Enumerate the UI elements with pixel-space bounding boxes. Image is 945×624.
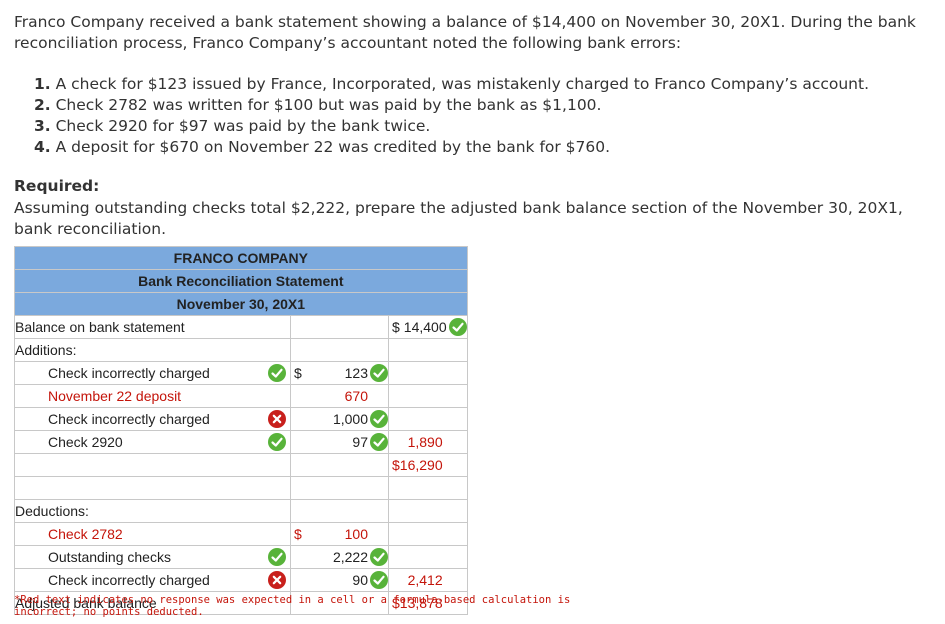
addition-label-cell[interactable]: Check incorrectly charged bbox=[14, 407, 291, 431]
deduction-amount-cell[interactable]: 90 bbox=[290, 568, 389, 592]
table-row: Check 2782 $100 bbox=[14, 522, 468, 546]
table-row: Adjusted bank balance $13,878 bbox=[14, 591, 468, 615]
deductions-total-cell[interactable]: 2,412 bbox=[388, 568, 468, 592]
deduction-amount: 90 bbox=[352, 572, 368, 588]
additions-total-cell[interactable]: 1,890 bbox=[388, 430, 468, 454]
list-item: 2. Check 2782 was written for $100 but w… bbox=[34, 95, 869, 116]
addition-amount: 670 bbox=[344, 388, 368, 404]
check-icon bbox=[448, 318, 467, 336]
additions-total: 1,890 bbox=[407, 434, 443, 450]
dollar-sign: $ bbox=[392, 457, 400, 473]
addition-amount-cell[interactable]: 97 bbox=[290, 430, 389, 454]
item-text: Check 2782 was written for $100 but was … bbox=[50, 96, 602, 114]
addition-label: Check incorrectly charged bbox=[48, 365, 210, 381]
item-text: Check 2920 for $97 was paid by the bank … bbox=[50, 117, 431, 135]
table-row: $16,290 bbox=[14, 453, 468, 477]
subtotal-cell[interactable]: $16,290 bbox=[388, 453, 468, 477]
statement-date: November 30, 20X1 bbox=[14, 292, 468, 316]
problem-intro: Franco Company received a bank statement… bbox=[14, 13, 916, 52]
check-icon bbox=[370, 410, 388, 428]
deductions-total: 2,412 bbox=[407, 572, 443, 588]
deduction-amount: 100 bbox=[344, 526, 368, 542]
statement-title: Bank Reconciliation Statement bbox=[14, 269, 468, 293]
bank-reconciliation-table: FRANCO COMPANY Bank Reconciliation State… bbox=[14, 246, 468, 615]
table-row: Additions: bbox=[14, 338, 468, 362]
balance-label: Balance on bank statement bbox=[14, 315, 291, 339]
check-icon bbox=[268, 548, 286, 566]
adjusted-balance-label: Adjusted bank balance bbox=[14, 591, 291, 615]
deduction-label: Outstanding checks bbox=[48, 549, 171, 565]
dollar-sign: $ bbox=[294, 526, 302, 542]
addition-amount-cell[interactable]: $123 bbox=[290, 361, 389, 385]
addition-amount: 97 bbox=[352, 434, 368, 450]
addition-amount-cell[interactable]: 1,000 bbox=[290, 407, 389, 431]
adjusted-balance-cell[interactable]: $13,878 bbox=[388, 591, 468, 615]
table-row: Outstanding checks 2,222 bbox=[14, 545, 468, 569]
addition-label-cell[interactable]: November 22 deposit bbox=[14, 384, 291, 408]
item-text: A check for $123 issued by France, Incor… bbox=[50, 75, 870, 93]
check-icon bbox=[268, 433, 286, 451]
balance-value: 14,400 bbox=[403, 319, 447, 335]
addition-label: November 22 deposit bbox=[48, 388, 182, 404]
check-icon bbox=[370, 571, 388, 589]
dollar-sign: $ bbox=[392, 595, 400, 611]
deduction-amount-cell[interactable]: $100 bbox=[290, 522, 389, 546]
addition-label: Check incorrectly charged bbox=[48, 411, 210, 427]
table-row bbox=[14, 476, 468, 500]
deduction-amount: 2,222 bbox=[332, 549, 368, 565]
footnote: *Red text indicates no response was expe… bbox=[14, 594, 571, 618]
table-row: Check incorrectly charged 1,000 bbox=[14, 407, 468, 431]
deduction-label: Check 2782 bbox=[48, 526, 123, 542]
deduction-amount-cell[interactable]: 2,222 bbox=[290, 545, 389, 569]
addition-label: Check 2920 bbox=[48, 434, 123, 450]
adjusted-balance-value: 13,878 bbox=[399, 595, 443, 611]
cross-icon bbox=[268, 571, 286, 589]
company-name: FRANCO COMPANY bbox=[14, 246, 468, 270]
table-row: Balance on bank statement $14,400 bbox=[14, 315, 468, 339]
cross-icon bbox=[268, 410, 286, 428]
item-number: 1. bbox=[34, 75, 51, 93]
dollar-sign: $ bbox=[294, 365, 302, 381]
table-row: Deductions: bbox=[14, 499, 468, 523]
required-text: Assuming outstanding checks total $2,222… bbox=[14, 199, 903, 238]
deductions-label: Deductions: bbox=[14, 499, 291, 523]
addition-label-cell[interactable]: Check 2920 bbox=[14, 430, 291, 454]
addition-amount: 1,000 bbox=[332, 411, 368, 427]
addition-amount: 123 bbox=[344, 365, 368, 381]
deduction-label: Check incorrectly charged bbox=[48, 572, 210, 588]
required-heading: Required: bbox=[14, 177, 100, 195]
additions-label: Additions: bbox=[14, 338, 291, 362]
balance-cell[interactable]: $14,400 bbox=[388, 315, 468, 339]
bank-errors-list: 1. A check for $123 issued by France, In… bbox=[34, 74, 869, 158]
addition-label-cell[interactable]: Check incorrectly charged bbox=[14, 361, 291, 385]
deduction-label-cell[interactable]: Check incorrectly charged bbox=[14, 568, 291, 592]
list-item: 1. A check for $123 issued by France, In… bbox=[34, 74, 869, 95]
table-row: November 22 deposit 670 bbox=[14, 384, 468, 408]
table-row: Check incorrectly charged $123 bbox=[14, 361, 468, 385]
addition-amount-cell[interactable]: 670 bbox=[290, 384, 389, 408]
item-text: A deposit for $670 on November 22 was cr… bbox=[50, 138, 611, 156]
subtotal-value: 16,290 bbox=[399, 457, 443, 473]
check-icon bbox=[268, 364, 286, 382]
check-icon bbox=[370, 548, 388, 566]
deduction-label-cell[interactable]: Check 2782 bbox=[14, 522, 291, 546]
item-number: 3. bbox=[34, 117, 51, 135]
item-number: 4. bbox=[34, 138, 51, 156]
check-icon bbox=[370, 433, 388, 451]
table-row: Check 2920 97 1,890 bbox=[14, 430, 468, 454]
dollar-sign: $ bbox=[392, 319, 400, 335]
check-icon bbox=[370, 364, 388, 382]
item-number: 2. bbox=[34, 96, 51, 114]
table-row: Check incorrectly charged 90 2,412 bbox=[14, 568, 468, 592]
list-item: 3. Check 2920 for $97 was paid by the ba… bbox=[34, 116, 869, 137]
deduction-label-cell[interactable]: Outstanding checks bbox=[14, 545, 291, 569]
list-item: 4. A deposit for $670 on November 22 was… bbox=[34, 137, 869, 158]
